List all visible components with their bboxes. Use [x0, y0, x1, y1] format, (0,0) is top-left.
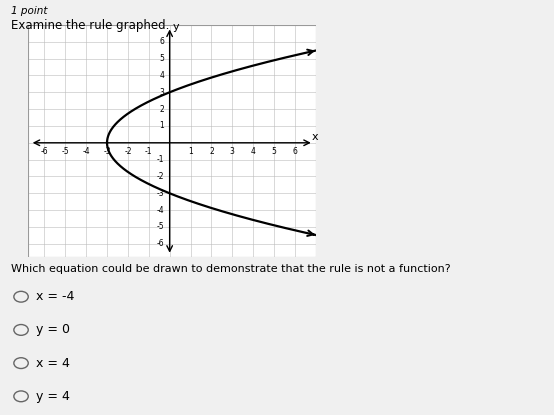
Text: 2: 2 [160, 105, 165, 114]
Text: 5: 5 [160, 54, 165, 63]
Text: 1: 1 [188, 147, 193, 156]
Text: 3: 3 [160, 88, 165, 97]
Text: 6: 6 [160, 37, 165, 46]
Text: -4: -4 [83, 147, 90, 156]
Text: -2: -2 [124, 147, 132, 156]
Text: x = 4: x = 4 [36, 356, 70, 370]
Text: -5: -5 [61, 147, 69, 156]
Text: 1 point: 1 point [11, 6, 48, 16]
Text: Examine the rule graphed.: Examine the rule graphed. [11, 19, 170, 32]
Text: -1: -1 [157, 155, 165, 164]
Text: -1: -1 [145, 147, 152, 156]
Text: 5: 5 [271, 147, 276, 156]
Text: y = 4: y = 4 [36, 390, 70, 403]
Text: y: y [173, 22, 179, 32]
Text: -4: -4 [157, 206, 165, 215]
Text: -3: -3 [103, 147, 111, 156]
Text: x: x [311, 132, 318, 142]
Text: 6: 6 [293, 147, 297, 156]
Text: -2: -2 [157, 172, 165, 181]
Text: 4: 4 [251, 147, 255, 156]
Text: 4: 4 [160, 71, 165, 80]
Text: -6: -6 [40, 147, 48, 156]
Text: -3: -3 [157, 189, 165, 198]
Text: x = -4: x = -4 [36, 290, 74, 303]
Text: 3: 3 [230, 147, 235, 156]
Text: 2: 2 [209, 147, 214, 156]
Text: y = 0: y = 0 [36, 323, 70, 337]
Text: -6: -6 [157, 239, 165, 248]
Text: -5: -5 [157, 222, 165, 232]
Text: 1: 1 [160, 122, 165, 130]
Text: Which equation could be drawn to demonstrate that the rule is not a function?: Which equation could be drawn to demonst… [11, 264, 451, 273]
